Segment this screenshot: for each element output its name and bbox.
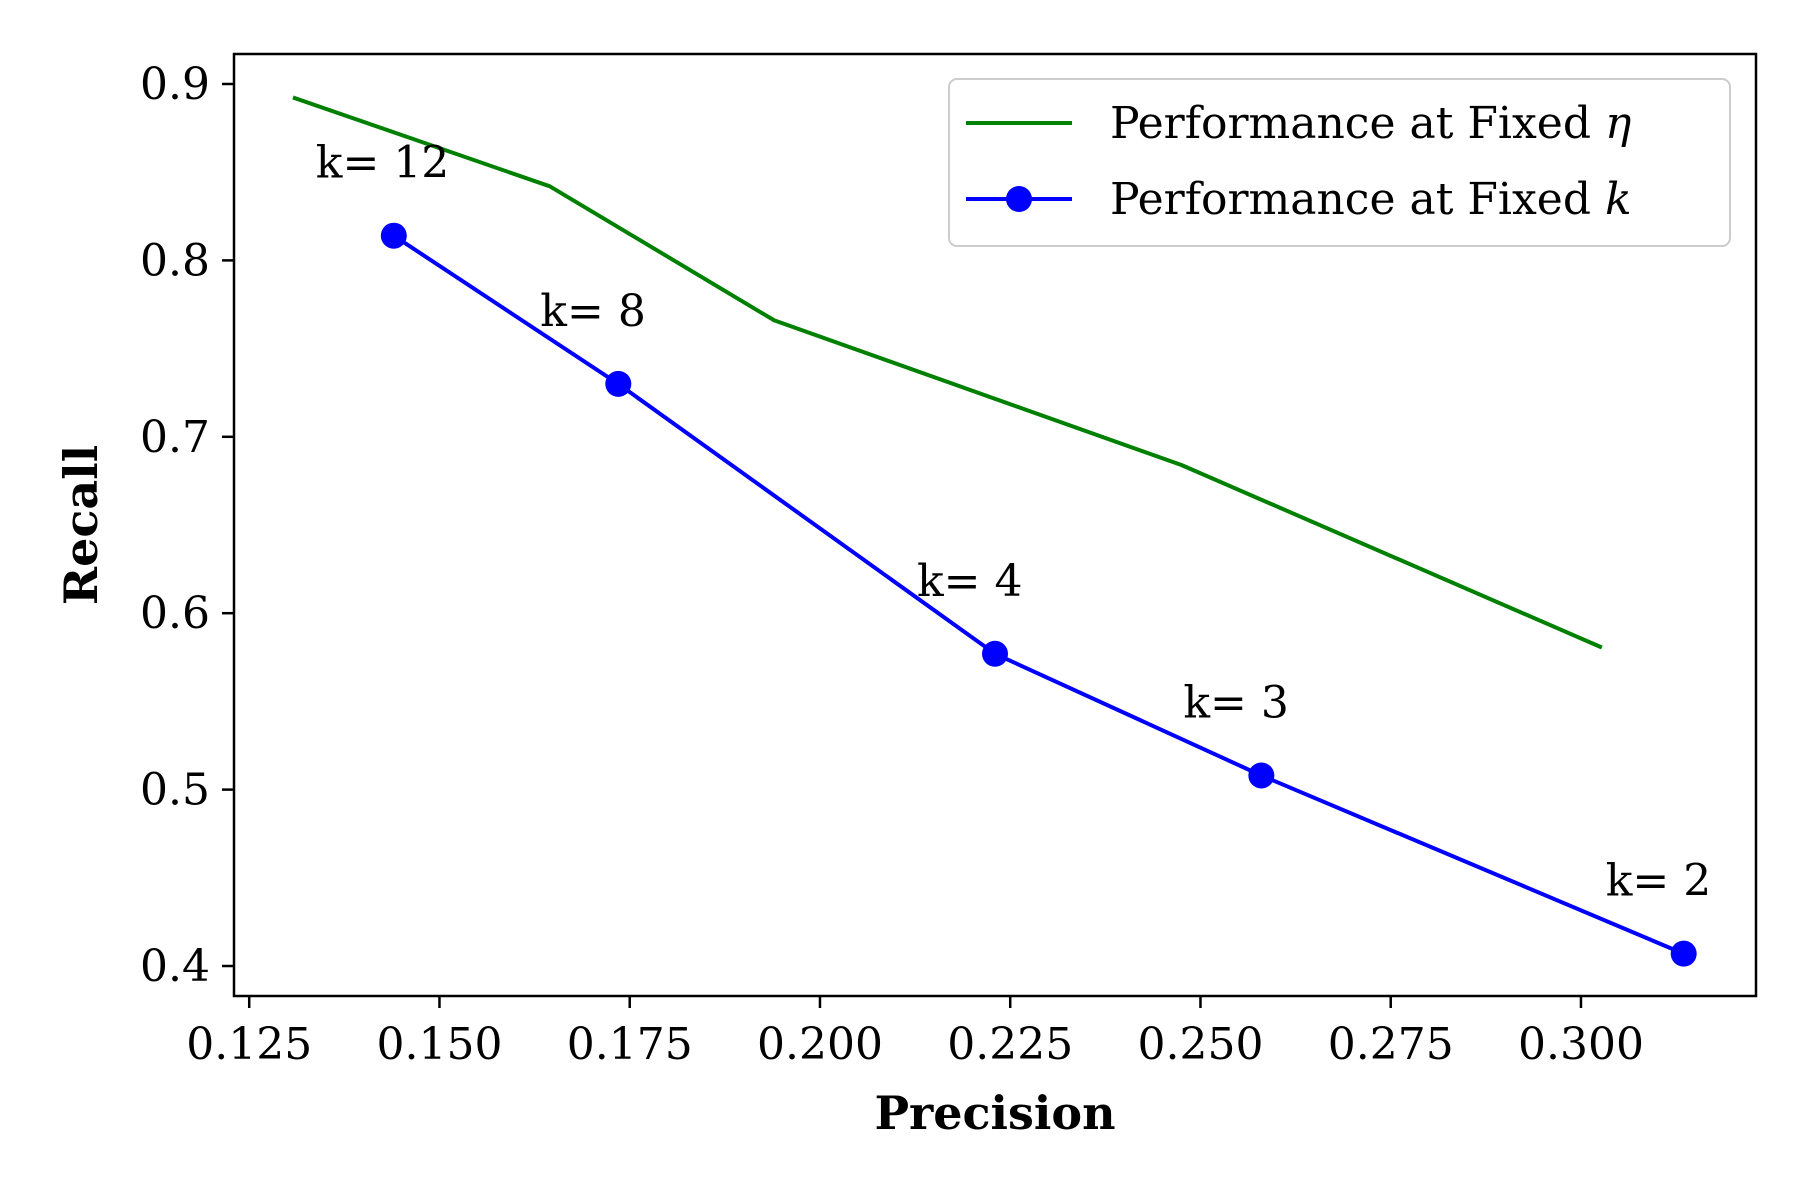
x-tick-label: 0.300 xyxy=(1518,1019,1644,1070)
legend-label-fixed-k: Performance at Fixed k xyxy=(1110,174,1632,225)
data-point-fixed-k xyxy=(605,370,632,397)
series-layer xyxy=(292,95,1697,967)
legend-label-k-symbol: k xyxy=(1605,174,1632,225)
y-tick-label: 0.9 xyxy=(140,59,210,110)
k-point-label: k= 8 xyxy=(540,286,646,337)
x-tick-label: 0.200 xyxy=(757,1019,883,1070)
k-point-label: k= 2 xyxy=(1606,856,1712,907)
legend-marker-fixed-k xyxy=(1006,186,1032,212)
data-point-fixed-k xyxy=(982,640,1008,667)
y-tick-label: 0.6 xyxy=(140,588,210,639)
y-tick-label: 0.7 xyxy=(140,412,210,463)
legend-label-fixed-k-text: Performance at Fixed xyxy=(1110,174,1605,225)
legend-label-eta-symbol: η xyxy=(1605,98,1631,149)
y-tick-label: 0.8 xyxy=(140,235,210,286)
legend-label-fixed-eta-text: Performance at Fixed xyxy=(1110,98,1605,149)
y-axis-title: Recall xyxy=(54,445,108,605)
x-tick-label: 0.175 xyxy=(567,1019,693,1070)
y-axis: 0.4 0.5 0.6 0.7 0.8 0.9 xyxy=(140,59,234,992)
data-point-fixed-k xyxy=(380,222,407,249)
k-point-label: k= 4 xyxy=(917,556,1023,607)
data-point-fixed-k xyxy=(1248,762,1275,789)
legend-box xyxy=(948,78,1731,247)
data-point-fixed-k xyxy=(1670,940,1697,967)
x-tick-label: 0.225 xyxy=(947,1019,1073,1070)
x-tick-label: 0.275 xyxy=(1328,1019,1454,1070)
x-tick-label: 0.150 xyxy=(376,1019,502,1070)
y-tick-label: 0.5 xyxy=(140,765,210,816)
legend-label-fixed-eta: Performance at Fixed η xyxy=(1110,98,1631,149)
x-axis-title: Precision xyxy=(874,1086,1115,1140)
y-tick-label: 0.4 xyxy=(140,941,210,992)
x-tick-label: 0.125 xyxy=(186,1019,312,1070)
k-point-label: k= 3 xyxy=(1183,677,1289,728)
x-tick-label: 0.250 xyxy=(1137,1019,1263,1070)
x-axis: 0.125 0.150 0.175 0.200 0.225 0.250 0.275 0.300 xyxy=(186,996,1644,1070)
legend: Performance at Fixed η Performance at Fi… xyxy=(948,78,1731,247)
series-line-fixed-eta xyxy=(292,95,1603,650)
k-point-label: k= 12 xyxy=(316,138,450,189)
point-label-layer: k= 12 k= 8 k= 4 k= 3 k= 2 xyxy=(316,138,1711,907)
plot-frame xyxy=(232,52,1758,998)
